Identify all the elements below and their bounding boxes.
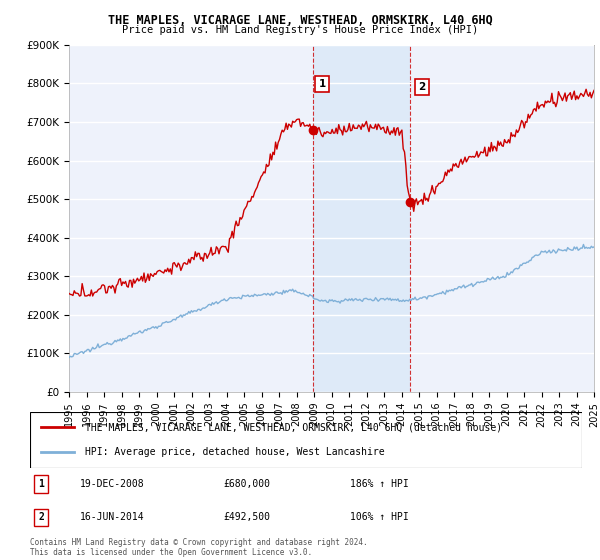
Text: £492,500: £492,500 <box>223 512 270 522</box>
Bar <box>313 45 410 392</box>
Text: THE MAPLES, VICARAGE LANE, WESTHEAD, ORMSKIRK, L40 6HQ (detached house): THE MAPLES, VICARAGE LANE, WESTHEAD, ORM… <box>85 422 502 432</box>
Text: 2: 2 <box>418 82 425 92</box>
Text: THE MAPLES, VICARAGE LANE, WESTHEAD, ORMSKIRK, L40 6HQ: THE MAPLES, VICARAGE LANE, WESTHEAD, ORM… <box>107 14 493 27</box>
Text: 106% ↑ HPI: 106% ↑ HPI <box>350 512 409 522</box>
Text: 19-DEC-2008: 19-DEC-2008 <box>80 479 145 489</box>
Text: 1: 1 <box>38 479 44 489</box>
Text: 16-JUN-2014: 16-JUN-2014 <box>80 512 145 522</box>
Text: 2: 2 <box>38 512 44 522</box>
Text: HPI: Average price, detached house, West Lancashire: HPI: Average price, detached house, West… <box>85 447 385 457</box>
Text: 186% ↑ HPI: 186% ↑ HPI <box>350 479 409 489</box>
Text: 1: 1 <box>319 79 326 89</box>
Text: Price paid vs. HM Land Registry's House Price Index (HPI): Price paid vs. HM Land Registry's House … <box>122 25 478 35</box>
Text: Contains HM Land Registry data © Crown copyright and database right 2024.
This d: Contains HM Land Registry data © Crown c… <box>30 538 368 557</box>
Text: £680,000: £680,000 <box>223 479 270 489</box>
